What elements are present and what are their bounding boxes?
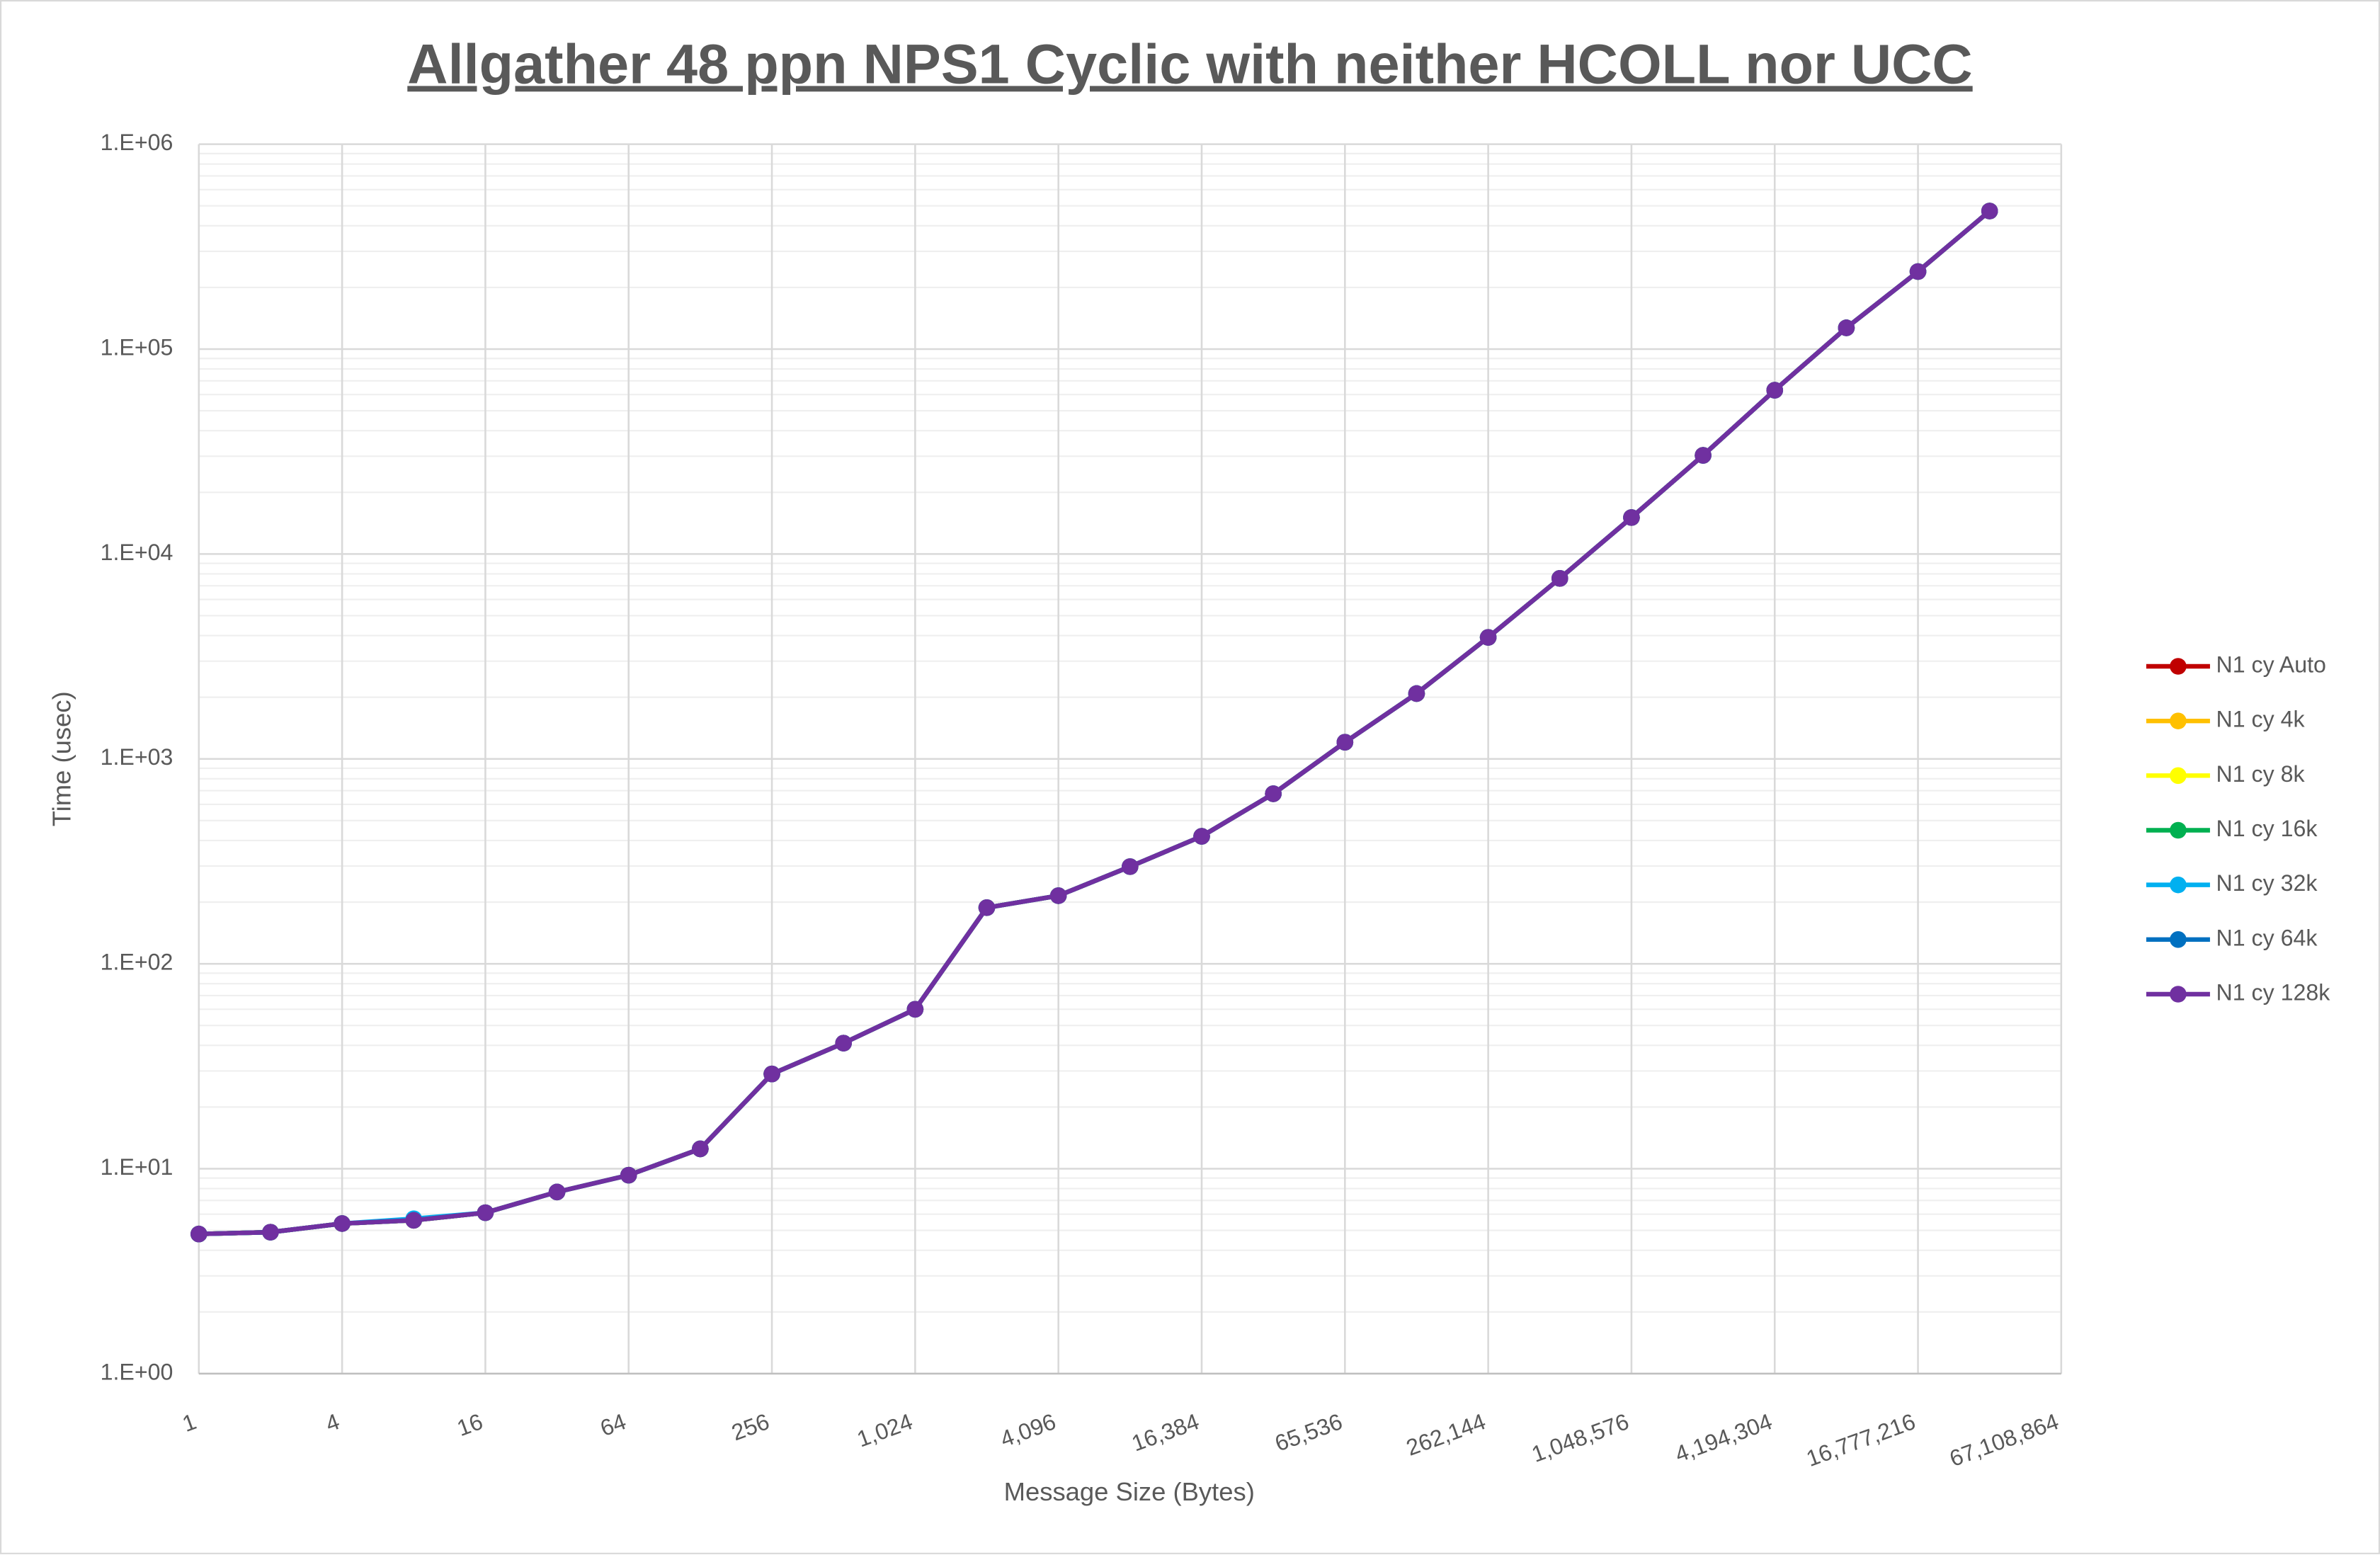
x-axis-title: Message Size (Bytes) [1004,1477,1255,1506]
data-point [1049,887,1067,904]
data-point [906,1001,924,1018]
data-point [692,1140,709,1158]
legend-marker [2170,986,2187,1003]
series-line [198,209,1991,1236]
legend-label: N1 cy 128k [2216,979,2330,1005]
legend-label: N1 cy 16k [2216,816,2318,841]
legend-label: N1 cy 64k [2216,925,2318,950]
y-tick-label: 1.E+03 [101,744,173,770]
data-point [1193,828,1210,845]
legend-marker [2170,931,2187,948]
legend-label: N1 cy 32k [2216,870,2318,896]
legend-marker [2170,658,2187,675]
y-tick-label: 1.E+02 [101,950,173,975]
legend-marker [2170,767,2187,785]
data-point [190,1225,207,1243]
data-point [262,1224,279,1241]
data-point [978,899,996,916]
data-point [1766,382,1784,399]
legend-label: N1 cy 4k [2216,707,2305,732]
data-point [1695,447,1712,464]
legend-marker [2170,821,2187,839]
legend-label: N1 cy 8k [2216,761,2305,787]
legend-marker [2170,712,2187,729]
legend-marker [2170,876,2187,894]
data-point [1909,263,1927,280]
data-point [1479,629,1497,646]
data-point [405,1212,423,1229]
data-point [1981,203,1998,220]
data-point [334,1215,351,1232]
data-point [1122,858,1139,875]
y-tick-label: 1.E+04 [101,540,173,565]
plot-area [190,203,1998,1243]
data-point [1336,734,1354,751]
grid: 1.E+00 1.E+01 1.E+02 1.E+03 1.E+04 1.E+05 1.E+… [101,130,2063,1471]
y-tick-label: 1.E+01 [101,1154,173,1180]
y-tick-label: 1.E+06 [101,130,173,155]
data-point [1623,509,1640,526]
data-point [835,1035,852,1052]
data-point [548,1183,566,1201]
data-point [620,1166,637,1184]
legend: N1 cy Auto N1 cy 4k N1 cy 8k N1 cy 16k N1 cy… [2146,651,2330,1005]
y-tick-label: 1.E+00 [101,1359,173,1384]
y-tick-label: 1.E+05 [101,335,173,360]
data-point [1838,319,1855,336]
data-point [1265,785,1282,802]
y-axis-title: Time (usec) [47,691,76,826]
data-point [763,1065,780,1083]
chart-title: Allgather 48 ppn NPS1 Cyclic with neithe… [407,32,1972,95]
data-point [477,1204,494,1221]
legend-label: N1 cy Auto [2216,651,2325,677]
data-point [1408,685,1425,702]
data-point [1551,570,1568,587]
